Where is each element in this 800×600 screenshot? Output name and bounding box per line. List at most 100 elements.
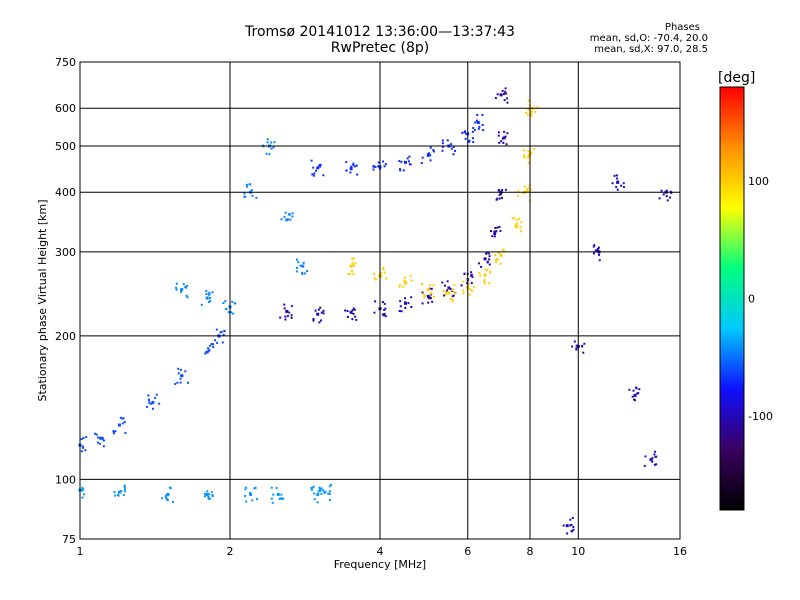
data-point [285, 218, 289, 222]
echo-dot [485, 252, 488, 255]
y-tick-label: 500 [55, 140, 76, 153]
echo-dot [123, 421, 126, 424]
echo-dot [654, 455, 657, 458]
echo-dot [328, 490, 331, 493]
echo-dot [428, 284, 431, 287]
echo-dot [182, 283, 185, 286]
echo-dot [123, 486, 126, 489]
echo-dot [451, 298, 454, 301]
echo-dot [378, 275, 381, 278]
echo-dot [373, 273, 376, 276]
echo-dot [489, 271, 492, 274]
echo-dot [208, 300, 211, 303]
echo-dot [427, 297, 430, 300]
echo-dot [638, 388, 641, 391]
echo-dot [82, 488, 85, 491]
echo-dot [497, 134, 500, 137]
echo-dot [596, 247, 599, 250]
echo-dot [101, 438, 104, 441]
data-point [483, 273, 487, 277]
echo-dot [451, 295, 454, 298]
echo-dot [452, 153, 455, 156]
colorbar-ticks: 100 0 -100 [748, 175, 773, 423]
echo-dot [409, 274, 412, 277]
echo-dot [527, 156, 530, 159]
echo-dot [620, 184, 623, 187]
echo-dot [482, 129, 485, 132]
echo-dot [451, 300, 454, 303]
echo-dot [407, 302, 410, 305]
colorbar-tick-label: -100 [748, 410, 773, 423]
echo-dot [484, 282, 487, 285]
echo-dot [427, 152, 430, 155]
data-point [633, 393, 637, 397]
echo-dot [513, 217, 516, 220]
data-point [403, 160, 407, 164]
echo-dot [637, 392, 640, 395]
echo-dot [271, 501, 274, 504]
echo-dot [117, 494, 120, 497]
echo-dot [445, 293, 448, 296]
echo-dot [352, 257, 355, 260]
echo-dot [592, 252, 595, 255]
echo-dot [352, 307, 355, 310]
echo-dot [321, 489, 324, 492]
echo-dot [496, 226, 499, 229]
echo-dot [299, 264, 302, 267]
echo-dot [284, 315, 287, 318]
echo-dot [504, 188, 507, 191]
echo-dot [404, 301, 407, 304]
echo-dot [251, 194, 254, 197]
echo-dot [319, 319, 322, 322]
echo-dot [622, 182, 625, 185]
echo-dot [494, 226, 497, 229]
echo-dot [151, 407, 154, 410]
echo-dot [506, 97, 509, 100]
echo-dot [81, 489, 84, 492]
echo-dot [669, 196, 672, 199]
echo-dot [402, 169, 405, 172]
echo-dot [497, 189, 500, 192]
echo-dot [318, 486, 321, 489]
echo-dot [506, 132, 509, 135]
x-tick-label: 10 [571, 545, 585, 558]
echo-dot [487, 252, 490, 255]
echo-dot [382, 268, 385, 271]
echo-dot [404, 276, 407, 279]
echo-dot [313, 172, 316, 175]
echo-dot [399, 305, 402, 308]
echo-dot [232, 312, 235, 315]
echo-dot [211, 495, 214, 498]
echo-dot [616, 182, 619, 185]
data-point [316, 312, 320, 316]
echo-dot [572, 528, 575, 531]
echo-dot [124, 432, 127, 435]
echo-dot [471, 275, 474, 278]
echo-dot [270, 486, 273, 489]
echo-dot [295, 266, 298, 269]
echo-dot [524, 185, 527, 188]
data-point [349, 310, 353, 314]
echo-dot [380, 275, 383, 278]
echo-dot [347, 273, 350, 276]
echo-dot [503, 99, 506, 102]
echo-dot [81, 445, 84, 448]
echo-dot [498, 225, 501, 228]
echo-dot [209, 296, 212, 299]
y-axis-label: Stationary phase Virtual Height [km] [36, 199, 49, 401]
echo-dot [80, 438, 83, 441]
echo-dot [250, 189, 253, 192]
echo-dot [222, 333, 225, 336]
data-point [483, 257, 487, 261]
echo-dot [450, 147, 453, 150]
echo-dot [81, 496, 84, 499]
echo-dot [398, 309, 401, 312]
echo-dot [461, 131, 464, 134]
echo-dot [328, 492, 331, 495]
echo-dot [346, 315, 349, 318]
echo-dot [290, 305, 293, 308]
echo-dot [486, 260, 489, 263]
echo-dot [224, 300, 227, 303]
echo-dot [288, 311, 291, 314]
echo-dot [486, 268, 489, 271]
